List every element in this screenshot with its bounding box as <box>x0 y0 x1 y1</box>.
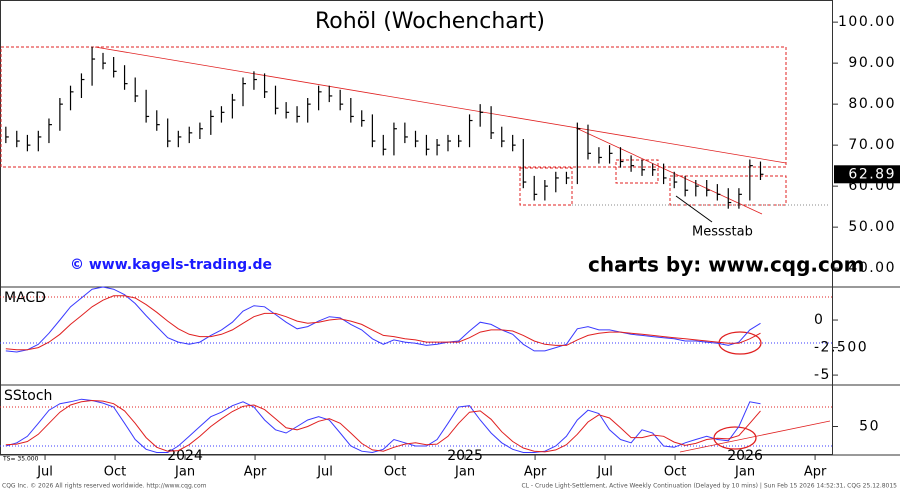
trend-line <box>679 420 831 453</box>
x-tick-label: Apr <box>244 465 267 480</box>
year-label: 2024 <box>167 448 203 464</box>
ts-note: TS= 35.000 <box>2 456 39 463</box>
panel-label: MACD <box>4 290 46 306</box>
frames <box>0 0 900 456</box>
trend-line <box>575 127 763 215</box>
x-tick-label: Jan <box>734 465 755 480</box>
trend-line <box>94 46 787 164</box>
year-label: 2025 <box>447 448 483 464</box>
indicator-line <box>5 295 761 351</box>
footer-left: CQG Inc. © 2026 All rights reserved worl… <box>2 483 207 490</box>
x-tick-label: Apr <box>524 465 547 480</box>
x-tick-label: Jul <box>36 465 53 480</box>
website-note: © www.kagels-trading.de <box>70 257 272 273</box>
ruler-label: Messstab <box>692 225 753 240</box>
indicator-line <box>5 399 761 453</box>
y-tick-label: -5 <box>814 367 831 383</box>
range-box <box>615 159 659 184</box>
y-tick-label: -2.500 <box>814 340 868 356</box>
x-tick-label: Oct <box>664 465 686 480</box>
highlight-circle <box>718 331 762 355</box>
y-tick-label: 50.00 <box>848 219 896 235</box>
y-tick-label: 70.00 <box>848 137 896 153</box>
ruler-arrow <box>675 195 713 223</box>
x-tick-label: Oct <box>384 465 406 480</box>
y-tick-label: 100.00 <box>838 14 896 30</box>
chart-title: Rohöl (Wochenchart) <box>315 9 545 34</box>
y-tick-label: 80.00 <box>848 96 896 112</box>
x-tick-label: Jul <box>316 465 333 480</box>
year-label: 2026 <box>727 448 763 464</box>
drawings <box>0 46 833 453</box>
y-tick-label: 90.00 <box>848 55 896 71</box>
range-box <box>0 46 787 168</box>
last-price-label: 62.89 <box>848 166 896 182</box>
y-tick-label: 40.00 <box>848 260 896 276</box>
x-tick-label: Jan <box>454 465 475 480</box>
y-tick-label: 50 <box>859 419 880 435</box>
credit-note: charts by: www.cqg.com <box>588 253 864 277</box>
indicator-line <box>5 286 761 353</box>
indicator-line <box>5 398 761 454</box>
last-price-box <box>834 165 900 184</box>
x-tick-label: Jan <box>174 465 195 480</box>
footer-right: CL - Crude Light-Settlement, Active Week… <box>521 483 897 490</box>
y-tick-label: 0 <box>814 312 824 328</box>
x-tick-label: Apr <box>804 465 827 480</box>
panel-label: SStoch <box>4 388 52 404</box>
range-box <box>519 167 573 206</box>
x-tick-label: Oct <box>104 465 126 480</box>
x-tick-label: Jul <box>596 465 613 480</box>
